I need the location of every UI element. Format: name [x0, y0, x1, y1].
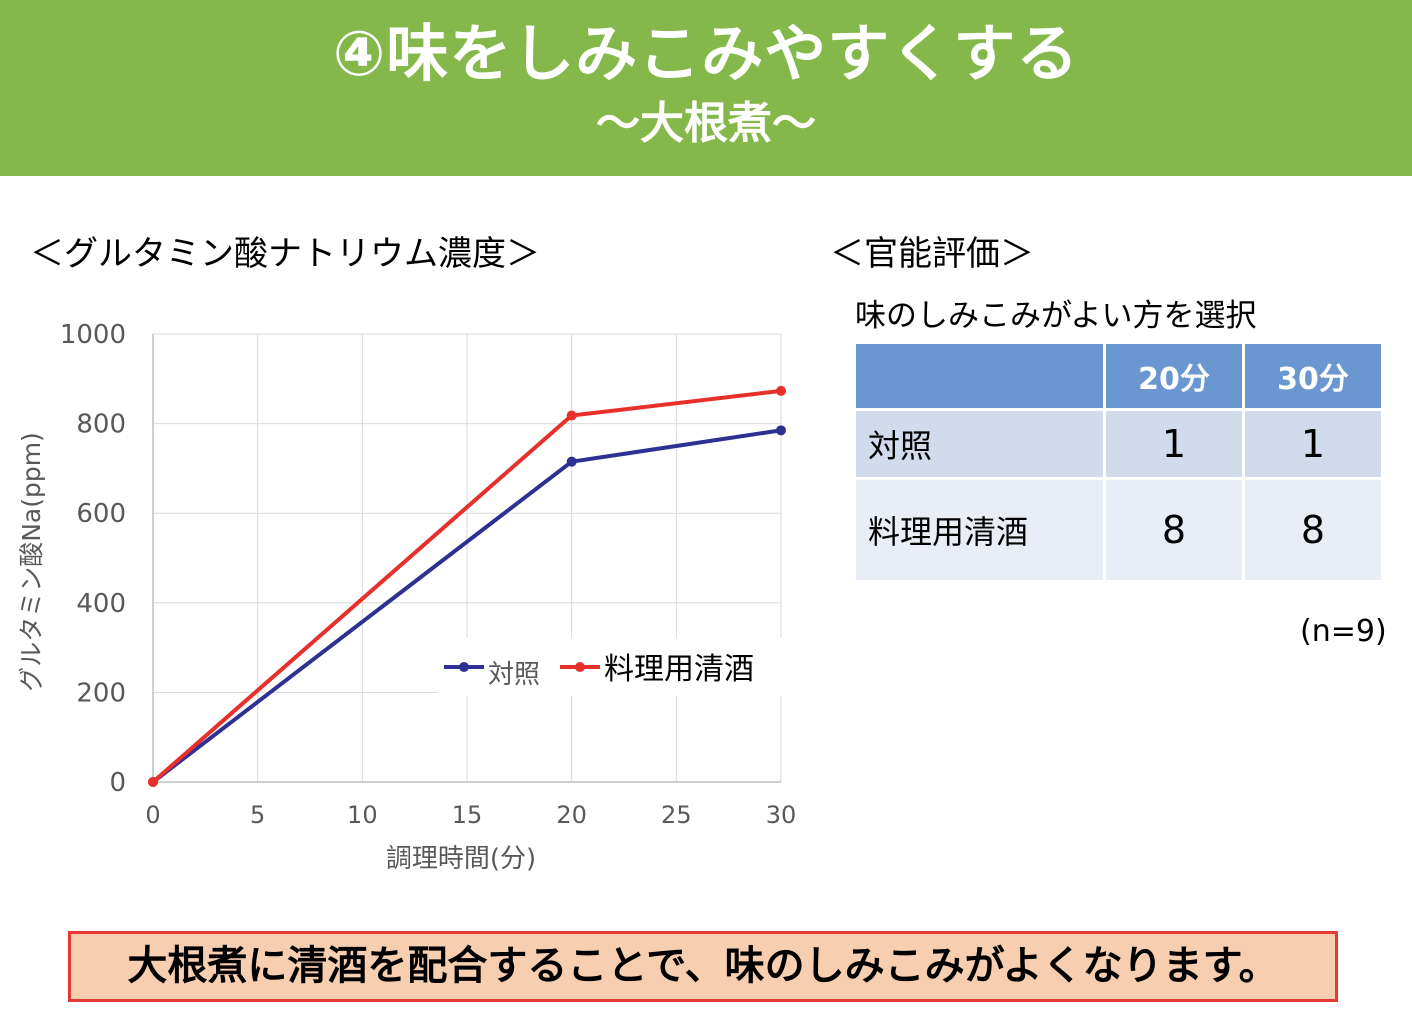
y-axis-title: グルタミン酸Na(ppm) — [17, 432, 46, 692]
legend-background — [438, 638, 790, 696]
y-tick-label: 1000 — [60, 320, 126, 350]
y-tick-label: 600 — [76, 499, 126, 529]
glutamate-line-chart: 0 5 10 15 20 25 30 0 200 400 600 800 1000 調理時間(分) グルタミ… — [17, 320, 797, 874]
table-header-cell: 20分 — [1103, 341, 1245, 411]
page-title: ④味をしみこみやすくする — [332, 17, 1080, 90]
legend-label-1: 対照 — [488, 660, 540, 690]
title-banner: ④味をしみこみやすくする 〜大根煮〜 — [0, 0, 1412, 176]
table-cell: 8 — [1103, 477, 1245, 583]
evaluation-section-title: ＜官能評価＞ — [830, 234, 1034, 274]
sample-size-note: (n=9) — [1300, 614, 1387, 649]
table-row: 対照 1 1 — [853, 408, 1384, 480]
data-point — [566, 410, 577, 421]
legend-marker-1 — [459, 662, 469, 672]
row-label: 対照 — [853, 408, 1106, 480]
table-header-row: 20分 30分 — [853, 341, 1384, 411]
x-axis-title: 調理時間(分) — [386, 844, 536, 874]
legend-label-2: 料理用清酒 — [604, 652, 754, 687]
conclusion-banner: 大根煮に清酒を配合することで、味のしみこみがよくなります。 — [68, 931, 1338, 1002]
y-tick-label: 400 — [76, 589, 126, 619]
x-tick-label: 20 — [556, 801, 587, 829]
page-subtitle: 〜大根煮〜 — [596, 98, 816, 149]
x-tick-label: 10 — [347, 801, 378, 829]
data-point — [566, 456, 577, 467]
x-tick-label: 30 — [766, 801, 797, 829]
table-header-cell: 30分 — [1242, 341, 1384, 411]
x-tick-label: 25 — [661, 801, 692, 829]
legend-marker-2 — [575, 662, 585, 672]
x-tick-label: 5 — [250, 801, 265, 829]
table-row: 料理用清酒 8 8 — [853, 477, 1384, 583]
table-cell: 1 — [1242, 408, 1384, 480]
chart-section-title: ＜グルタミン酸ナトリウム濃度＞ — [30, 234, 540, 274]
data-point — [776, 425, 786, 436]
y-tick-label: 0 — [109, 768, 126, 798]
y-tick-label: 800 — [76, 410, 126, 440]
table-cell: 8 — [1242, 477, 1384, 583]
data-point — [776, 385, 786, 396]
sensory-evaluation-table: 20分 30分 対照 1 1 料理用清酒 8 8 — [853, 341, 1384, 583]
x-tick-label: 15 — [452, 801, 483, 829]
table-header-cell — [853, 341, 1106, 411]
data-point — [148, 777, 158, 787]
evaluation-question: 味のしみこみがよい方を選択 — [855, 298, 1257, 334]
row-label: 料理用清酒 — [853, 477, 1106, 583]
x-tick-label: 0 — [145, 801, 160, 829]
y-tick-label: 200 — [76, 678, 126, 708]
table-cell: 1 — [1103, 408, 1245, 480]
